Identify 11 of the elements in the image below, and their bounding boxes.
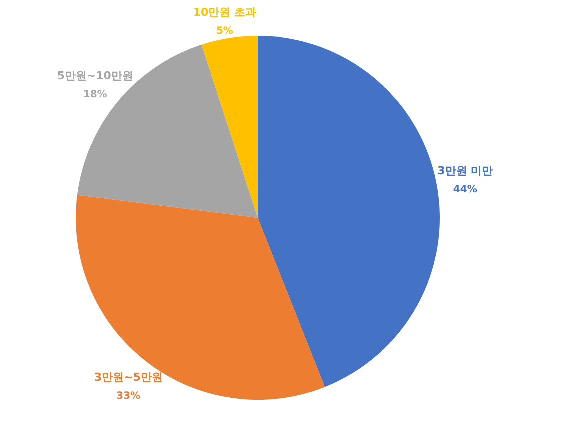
data-label: 18% (83, 89, 108, 100)
slice-label: 10만원 초과 (193, 6, 257, 19)
data-label: 44% (453, 184, 478, 196)
data-label: 33% (116, 390, 141, 402)
pie-slice (258, 36, 440, 388)
pie-slice (76, 195, 325, 400)
data-label: 5% (216, 26, 234, 37)
pie-slice (202, 36, 258, 218)
slice-label: 3만원 미만 (438, 164, 494, 178)
slice-label: 3만원~5만원 (94, 370, 163, 384)
slice-label: 5만원~10만원 (57, 69, 134, 82)
